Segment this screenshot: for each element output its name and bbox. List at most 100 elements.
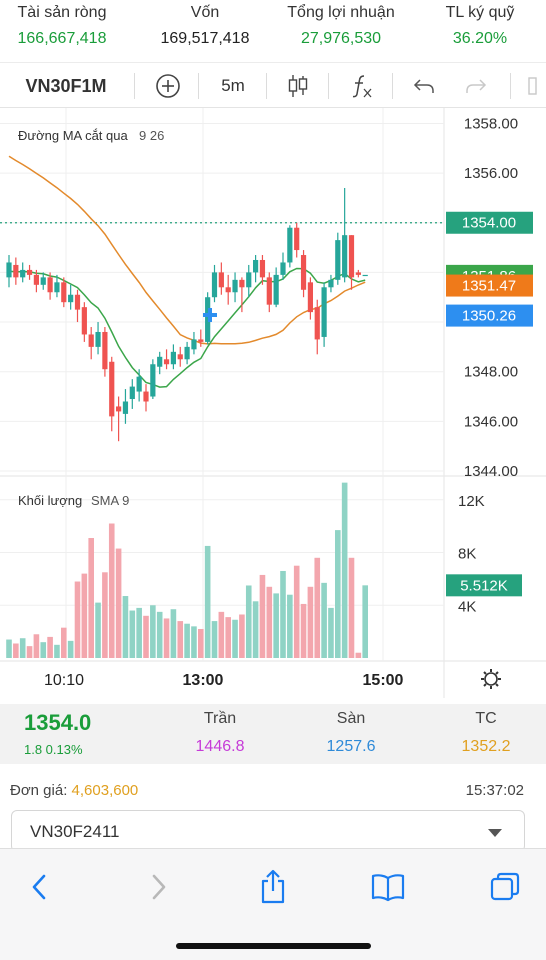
toolbar-divider [134,73,135,99]
volume-bar [6,639,12,658]
toolbar-divider [198,73,199,99]
volume-tick-label: 4K [458,598,476,615]
browser-toolbar [0,848,546,960]
undo-icon[interactable] [404,63,444,109]
volume-bar [122,596,129,658]
volume-bar [218,611,225,658]
more-tools-icon[interactable] [518,63,546,109]
volume-bar [163,618,170,658]
volume-label-bg [446,574,522,597]
price-label-bg [446,274,533,297]
chevron-down-icon [488,829,502,837]
share-icon[interactable] [253,867,293,907]
price-label-text: 1351.47 [462,278,516,295]
candle-body [150,364,156,397]
reference-value: 1352.2 [461,738,511,755]
price-label-bg [446,211,533,234]
candle-body [122,401,129,414]
chevron-right-icon[interactable] [138,867,178,907]
interval-selector[interactable]: 5m [221,76,245,95]
volume-bar [74,581,81,658]
reference-label: TC [475,710,497,727]
volume-bar [198,628,204,658]
toolbar-divider [266,73,267,99]
volume-bar [102,572,108,658]
chart-canvas[interactable]: 1358.00 1356.00 1348.00 1346.00 1344.00 12K 8K… [0,108,546,698]
volume-bar [95,602,101,658]
volume-indicator-params: SMA 9 [91,493,129,508]
candle-body [68,294,74,303]
volume-bar [204,545,211,658]
contract-select[interactable]: VN30F2411 [11,810,525,852]
book-icon[interactable] [368,867,408,907]
candle-body [362,274,368,277]
volume-bar [355,652,362,658]
price-panel: 1354.0 1.8 0.13% Trần 1446.8 Sàn 1257.6 … [0,704,546,764]
chevron-left-icon[interactable] [20,867,60,907]
symbol-selector[interactable]: VN30F1M [25,75,107,96]
candle-body [177,354,183,360]
redo-icon[interactable] [456,63,496,109]
volume-bar [40,642,47,658]
candle-body [116,406,122,412]
volume-bar [150,605,156,658]
price-tick-label: 1344.00 [464,463,518,480]
volume-bar [191,626,197,658]
volume-bar [273,593,279,658]
volume-bar [348,557,355,658]
summary-total-profit: Tổng lợi nhuận 27,976,530 [278,4,404,48]
candle-body [33,274,39,285]
ma-indicator-name[interactable]: Đường MA cắt qua [18,128,128,143]
gear-icon[interactable] [481,669,501,689]
volume-bar [239,614,245,658]
candle-body [74,294,81,310]
candle-body [287,227,293,263]
volume-bar [328,607,334,658]
price-label-text: 1354.00 [462,215,516,232]
volume-bar [143,615,149,658]
price-chart[interactable]: 1358.00 1356.00 1348.00 1346.00 1344.00 12K 8K… [0,108,546,698]
price-label-bg [446,304,533,327]
candle-body [205,297,211,342]
candle-body [328,279,334,288]
candle-body [198,339,204,342]
crosshair-marker [203,308,217,322]
candle-body [273,274,279,305]
volume-bar [26,646,33,658]
candle-body [335,240,341,280]
chart-toolbar: VN30F1M 5m [0,62,546,108]
candlestick-icon[interactable] [278,63,318,109]
order-price-text: Đơn giá: 4,603,600 [10,782,138,799]
volume-bar [81,573,88,658]
candle-body [129,386,135,400]
candle-body [88,334,94,347]
time-axis: 10:10 13:00 15:00 [44,672,404,689]
toolbar-divider [392,73,393,99]
volume-bar [280,570,286,658]
candle-body [225,287,231,293]
account-summary: Tài sản ròng 166,667,418 Vốn 169,517,418… [0,0,546,62]
volume-bar [129,610,136,658]
ceiling-price: Trần 1446.8 [160,710,280,756]
volume-label-text: 5.512K [460,577,508,594]
summary-margin-ratio: TL ký quỹ 36.20% [424,4,536,48]
home-indicator [176,943,371,949]
volume-bar [184,623,190,658]
candle-body [170,351,176,365]
summary-net-assets: Tài sản ròng 166,667,418 [0,4,124,48]
ceiling-label: Trần [203,710,237,727]
tabs-icon[interactable] [485,867,525,907]
candle-body [307,282,313,313]
summary-capital: Vốn 169,517,418 [140,4,270,48]
volume-bar [67,640,74,658]
floor-label: Sàn [336,710,366,727]
volume-bar [211,621,218,658]
candle-body [109,361,115,417]
contract-select-value: VN30F2411 [30,822,120,841]
plus-circle-icon[interactable] [148,63,188,109]
candle-body [253,259,259,273]
price-tick-label: 1346.00 [464,413,518,430]
volume-indicator-name[interactable]: Khối lượng [18,493,82,508]
summary-value: 169,517,418 [160,30,250,47]
function-icon[interactable] [342,63,382,109]
